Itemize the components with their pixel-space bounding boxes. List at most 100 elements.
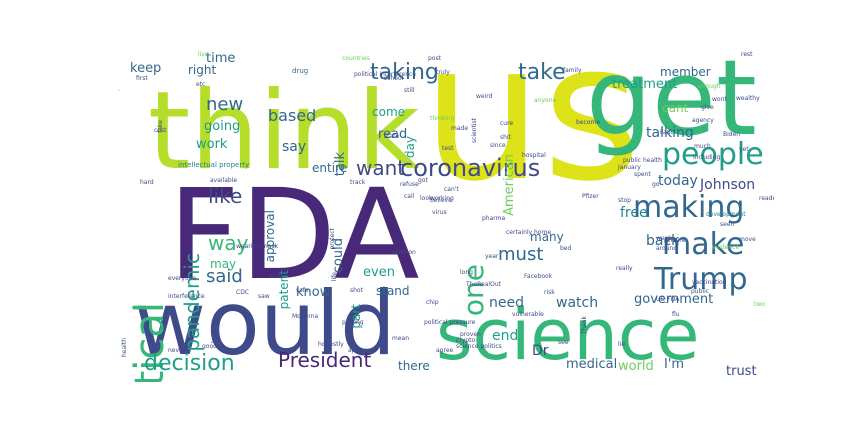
word-vaccination: vaccination <box>692 279 727 286</box>
word-intellectual-property: intellectual property <box>178 161 250 169</box>
word-look: look <box>420 195 433 202</box>
word-today: today <box>658 173 698 189</box>
word-year: year <box>485 253 499 260</box>
word-approved: approved <box>348 347 377 354</box>
word-wont: wont <box>712 96 727 103</box>
word-therealout: TheRealOut <box>466 281 501 288</box>
word-entire: entire <box>312 161 348 175</box>
word-home: home <box>534 229 552 236</box>
word-end: end <box>492 328 519 344</box>
word-evidence: evidence <box>712 244 740 251</box>
word-government: government <box>634 292 714 307</box>
word-right: right <box>188 63 217 77</box>
word-political-interference: political interference <box>354 71 416 78</box>
word-etc: etc <box>196 81 206 88</box>
word-post: post <box>428 55 441 62</box>
word-make: make <box>662 227 745 262</box>
word-come: come <box>372 105 406 119</box>
word-hospital: hospital <box>522 152 546 159</box>
word-efficacy: efficacy <box>118 88 120 112</box>
word-putting: putting <box>342 319 364 326</box>
word-seen: seen <box>720 221 735 228</box>
word-stop: stop <box>618 197 631 204</box>
word-working: working <box>430 195 454 202</box>
word-get: get <box>586 48 757 159</box>
word-watch: watch <box>556 295 599 311</box>
word-enough: enough <box>698 83 721 90</box>
word-move: move <box>739 236 756 243</box>
word-become: become <box>576 119 601 126</box>
word-including: including <box>693 154 721 161</box>
word-everyone: everyone <box>168 275 197 282</box>
word-truly: truly <box>436 69 450 76</box>
word-approval: approval <box>263 210 277 263</box>
word-coronavirus: coronavirus <box>400 154 541 182</box>
word-read: read <box>378 127 408 142</box>
word-bed: bed <box>560 245 572 252</box>
word-treatment: treatment <box>612 77 678 92</box>
word-day: day <box>403 136 417 159</box>
word-saw: saw <box>258 293 270 300</box>
word-test: test <box>442 145 454 152</box>
word-see: see <box>558 339 569 346</box>
word-medical: medical <box>566 357 618 372</box>
word-really: really <box>616 265 633 272</box>
word-think: think <box>148 69 420 194</box>
word-protect: protect <box>329 228 336 250</box>
word-must: must <box>498 244 544 265</box>
word-work: work <box>196 137 228 152</box>
word-people: people <box>662 137 764 172</box>
word-world: world <box>618 359 654 374</box>
word-still: still <box>404 87 415 94</box>
word-back: back <box>646 233 680 249</box>
word-need: need <box>489 295 524 311</box>
word-pandemic: pandemic <box>180 253 204 352</box>
word-many: many <box>530 230 564 244</box>
word-honestly: honestly <box>318 341 344 348</box>
word-staff: staff <box>270 273 284 280</box>
word-live: live <box>198 51 209 58</box>
word-week: week <box>656 235 672 242</box>
word-cdc: CDC <box>236 289 249 296</box>
word-shot: shot <box>350 287 363 294</box>
word-safe: safe <box>296 287 309 294</box>
word-since: since <box>490 142 506 149</box>
word-election: election <box>392 249 416 256</box>
word-around: around <box>656 245 678 252</box>
word-anyone: anyone <box>534 97 557 104</box>
word-life: life <box>331 272 338 282</box>
word-proven: proven <box>460 331 481 338</box>
word-flu: flu <box>672 311 680 318</box>
word-development: development <box>706 211 746 218</box>
word-facebook: Facebook <box>524 273 553 280</box>
word-want: want <box>356 156 406 180</box>
word-talk: talk <box>333 152 348 177</box>
word-dr: Dr <box>532 343 549 359</box>
word-stand: stand <box>376 284 410 298</box>
word-wearing-mask: wearing mask <box>236 243 279 250</box>
word-made: made <box>451 125 469 132</box>
word-believe: believe <box>430 197 452 204</box>
word-risk: risk <box>544 289 555 296</box>
word-johnson: Johnson <box>700 177 756 193</box>
word-biden: Biden <box>723 131 741 138</box>
word-pfizer: Pfizer <box>582 193 599 200</box>
word-us: us <box>422 48 642 223</box>
word-wealthy: wealthy <box>736 95 760 102</box>
word-interference: interference <box>168 293 205 300</box>
word-making: making <box>633 190 745 225</box>
word-agree: agree <box>436 347 454 354</box>
word-cure: cure <box>500 120 514 127</box>
word-fake: fake <box>157 120 164 133</box>
word-help: help <box>211 330 218 343</box>
word-shit: shit <box>500 134 511 141</box>
word-public-health: public health <box>623 157 662 164</box>
word-us-fda: US_FDA <box>656 296 680 303</box>
word-pharma: pharma <box>482 215 506 222</box>
word-school: school <box>384 75 404 82</box>
word-weird: weird <box>476 93 493 100</box>
word-time: time <box>206 51 236 66</box>
word-would: would <box>134 272 396 375</box>
word-mean: mean <box>392 335 410 342</box>
word-thinking: thinking <box>430 115 455 122</box>
